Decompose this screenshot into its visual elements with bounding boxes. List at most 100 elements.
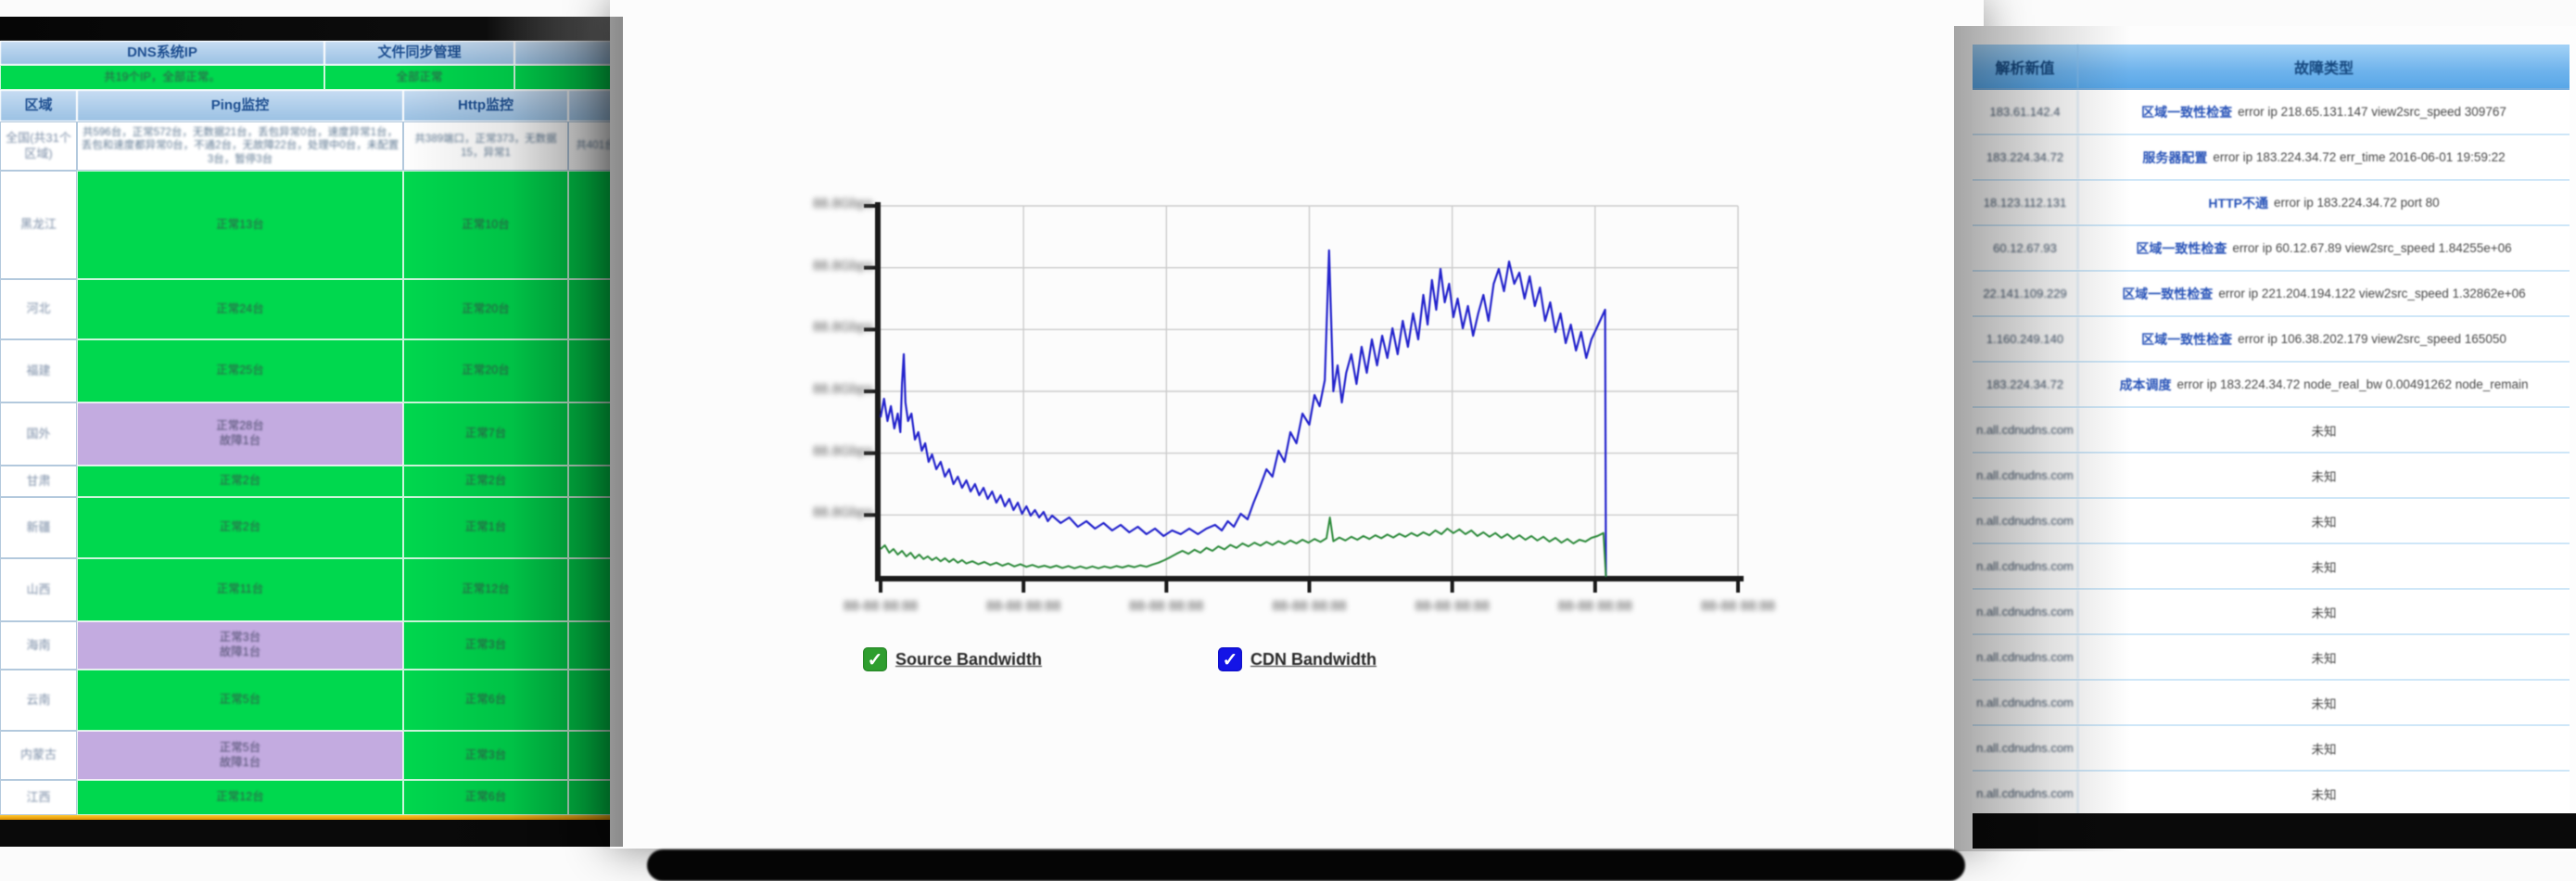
fault-table-row: n.all.cdnudns.com 未知 xyxy=(1973,499,2570,544)
cut-status-cell xyxy=(514,65,623,90)
fault-table-row: n.all.cdnudns.com 未知 xyxy=(1973,726,2570,772)
region-label-cell: 河北 xyxy=(0,279,77,339)
region-label-cell: 山西 xyxy=(0,558,77,621)
fault-type-cell: 区域一致性检查 error ip 106.38.202.179 view2src_… xyxy=(2141,331,2506,347)
dns-status-cell: 共19个IP，全部正常。 xyxy=(0,65,324,90)
y-tick-label: 88.8Gbps xyxy=(812,257,873,274)
left-window-bottom-bar xyxy=(0,820,610,847)
x-tick-label: 88-88 88:88 xyxy=(1129,598,1204,614)
fault-type-cell: 未知 xyxy=(2311,606,2337,620)
fault-table-row: 183.224.34.72 服务器配置 error ip 183.224.34.72… xyxy=(1973,135,2570,181)
parse-value-cell: n.all.cdnudns.com xyxy=(1973,726,2078,770)
fault-type-cell: 区域一致性检查 error ip 218.65.131.147 view2src_… xyxy=(2141,104,2506,120)
http-status-cell: 正常20台 xyxy=(403,339,568,402)
fault-table-row: 60.12.67.93 区域一致性检查 error ip 60.12.67.89 v… xyxy=(1973,226,2570,272)
fault-table-row: n.all.cdnudns.com 未知 xyxy=(1973,544,2570,590)
fault-type-cell: 未知 xyxy=(2311,742,2337,757)
parse-value-cell: 22.141.109.229 xyxy=(1973,272,2078,315)
ping-status-cell: 正常24台 xyxy=(77,279,403,339)
http-status-cell: 正常7台 xyxy=(403,402,568,466)
region-label-cell: 海南 xyxy=(0,621,77,670)
fault-table-row: 18.123.112.131 HTTP不通 error ip 183.224.34.… xyxy=(1973,181,2570,226)
parse-value-cell: n.all.cdnudns.com xyxy=(1973,635,2078,679)
parse-value-cell: n.all.cdnudns.com xyxy=(1973,499,2078,543)
fault-type-cell: 未知 xyxy=(2311,469,2337,484)
http-monitor-header: Http监控 xyxy=(403,90,568,121)
fault-type-cell: 未知 xyxy=(2311,787,2337,802)
parse-value-column-header: 解析新值 xyxy=(1973,45,2078,88)
fault-type-cell: 未知 xyxy=(2311,651,2337,666)
fault-table-row: n.all.cdnudns.com 未知 xyxy=(1973,772,2570,817)
fault-table-row: 22.141.109.229 区域一致性检查 error ip 221.204.19… xyxy=(1973,272,2570,317)
ping-status-cell: 正常28台 故障1台 xyxy=(77,402,403,466)
parse-value-cell: n.all.cdnudns.com xyxy=(1973,453,2078,497)
file-sync-header: 文件同步管理 xyxy=(324,41,514,65)
y-tick-label: 88.8Gbps xyxy=(812,319,873,336)
cut-header-cell xyxy=(514,41,623,65)
fault-type-cell: 未知 xyxy=(2311,515,2337,530)
left-window-titlebar xyxy=(0,17,623,41)
ping-status-cell: 正常12台 xyxy=(77,780,403,815)
fault-type-cell: 未知 xyxy=(2311,424,2337,439)
x-tick-label: 88-88 88:88 xyxy=(1272,598,1347,614)
http-status-cell: 正常6台 xyxy=(403,780,568,815)
parse-value-cell: n.all.cdnudns.com xyxy=(1973,590,2078,633)
region-label-cell: 福建 xyxy=(0,339,77,402)
fault-table-row: 1.160.249.140 区域一致性检查 error ip 106.38.202.… xyxy=(1973,317,2570,363)
parse-value-cell: 1.160.249.140 xyxy=(1973,317,2078,361)
legend-checkbox[interactable]: ✓ xyxy=(1218,647,1242,671)
y-tick-label: 88.8Gbps xyxy=(812,442,873,459)
fault-table-row: n.all.cdnudns.com 未知 xyxy=(1973,590,2570,635)
http-status-cell: 正常6台 xyxy=(403,670,568,731)
legend-checkbox[interactable]: ✓ xyxy=(863,647,887,671)
fault-table-row: n.all.cdnudns.com 未知 xyxy=(1973,635,2570,681)
fault-table-row: n.all.cdnudns.com 未知 xyxy=(1973,681,2570,726)
fault-type-cell: 成本调度 error ip 183.224.34.72 node_real_bw … xyxy=(2119,377,2529,392)
bandwidth-line-chart xyxy=(864,202,1744,593)
window-drop-shadow xyxy=(647,849,1965,881)
fault-type-column-header: 故障类型 xyxy=(2293,60,2354,77)
http-status-cell: 正常3台 xyxy=(403,731,568,780)
parse-value-cell: 18.123.112.131 xyxy=(1973,181,2078,224)
dns-system-ip-header: DNS系统IP xyxy=(0,41,324,65)
x-tick-label: 88-88 88:88 xyxy=(986,598,1061,614)
ping-status-cell: 正常5台 xyxy=(77,670,403,731)
region-label-cell: 国外 xyxy=(0,402,77,466)
x-tick-label: 88-88 88:88 xyxy=(1700,598,1776,614)
left-window-accent-strip xyxy=(0,815,610,820)
region-label-cell: 内蒙古 xyxy=(0,731,77,780)
parse-value-cell: n.all.cdnudns.com xyxy=(1973,772,2078,815)
right-window-bottom-bar xyxy=(1973,813,2576,849)
x-tick-label: 88-88 88:88 xyxy=(1415,598,1490,614)
parse-value-cell: 183.61.142.4 xyxy=(1973,90,2078,134)
fault-table: 解析新值 故障类型 183.61.142.4 区域一致性检查 error ip 21… xyxy=(1973,45,2570,817)
http-status-cell: 正常2台 xyxy=(403,466,568,497)
parse-value-cell: n.all.cdnudns.com xyxy=(1973,681,2078,724)
fault-type-cell: 服务器配置 error ip 183.224.34.72 err_time 201… xyxy=(2142,149,2506,165)
http-status-cell: 正常12台 xyxy=(403,558,568,621)
region-label-cell: 江西 xyxy=(0,780,77,815)
fault-table-row: 183.224.34.72 成本调度 error ip 183.224.34.72 … xyxy=(1973,363,2570,408)
fault-table-row: 183.61.142.4 区域一致性检查 error ip 218.65.131.1… xyxy=(1973,90,2570,135)
region-label-cell: 新疆 xyxy=(0,497,77,558)
ping-status-cell: 正常2台 xyxy=(77,497,403,558)
ping-status-cell: 正常2台 xyxy=(77,466,403,497)
region-column-header: 区域 xyxy=(0,90,77,121)
fault-type-cell: 区域一致性检查 error ip 60.12.67.89 view2src_spe… xyxy=(2136,240,2512,256)
y-tick-label: 88.8Gbps xyxy=(812,196,873,211)
legend-label[interactable]: Source Bandwidth xyxy=(895,649,1043,669)
ping-status-cell: 正常5台 故障1台 xyxy=(77,731,403,780)
legend-label[interactable]: CDN Bandwidth xyxy=(1250,649,1377,669)
summary-region-label: 全国(共31个区域) xyxy=(0,121,77,171)
y-tick-label: 88.8Gbps xyxy=(812,504,873,521)
x-tick-label: 88-88 88:88 xyxy=(843,598,919,614)
legend-item: ✓ CDN Bandwidth xyxy=(1218,644,1377,675)
region-label-cell: 黑龙江 xyxy=(0,171,77,279)
http-status-cell: 正常20台 xyxy=(403,279,568,339)
fault-table-row: n.all.cdnudns.com 未知 xyxy=(1973,453,2570,499)
parse-value-cell: 183.224.34.72 xyxy=(1973,135,2078,179)
http-status-cell: 正常1台 xyxy=(403,497,568,558)
region-label-cell: 云南 xyxy=(0,670,77,731)
ping-status-cell: 正常11台 xyxy=(77,558,403,621)
fault-type-cell: 区域一致性检查 error ip 221.204.194.122 view2src… xyxy=(2122,286,2526,301)
